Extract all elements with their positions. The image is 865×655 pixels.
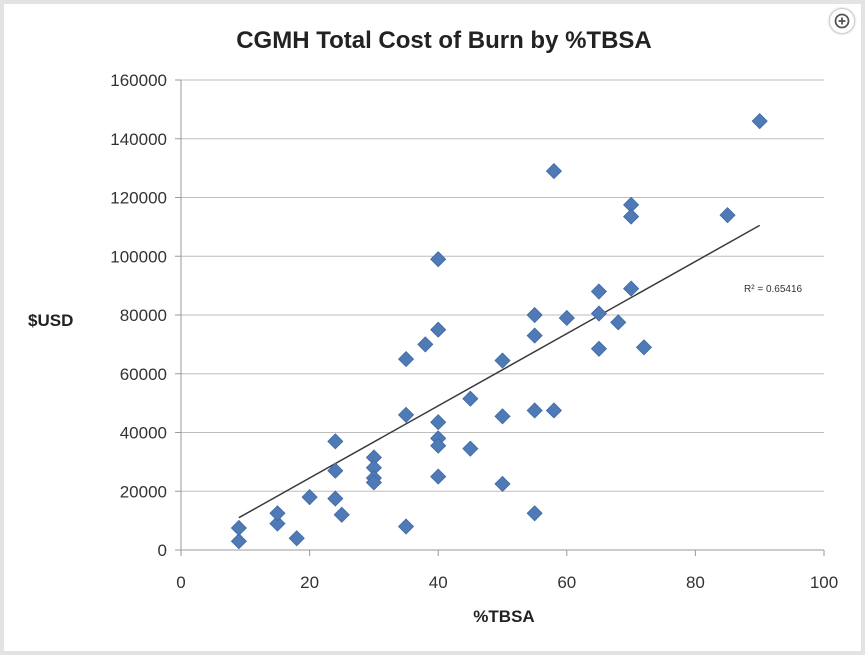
zoom-in-icon — [833, 12, 851, 30]
data-point — [494, 352, 511, 369]
data-point — [558, 309, 575, 327]
data-point — [333, 506, 350, 523]
data-point — [327, 462, 344, 479]
data-point — [623, 280, 640, 297]
data-point — [635, 339, 653, 356]
data-point — [397, 406, 415, 423]
data-point — [545, 162, 563, 180]
data-point — [526, 327, 543, 344]
y-tick-label: 120000 — [110, 189, 167, 208]
x-axis-label: %TBSA — [473, 607, 534, 626]
data-points — [230, 113, 768, 550]
data-point — [494, 408, 511, 425]
y-tick-label: 40000 — [120, 424, 167, 443]
trendline-group — [238, 224, 761, 519]
data-point — [430, 437, 447, 454]
y-tick-label: 160000 — [110, 71, 167, 90]
data-point — [230, 519, 247, 537]
chart-title: CGMH Total Cost of Burn by %TBSA — [236, 27, 652, 54]
data-point — [526, 402, 543, 419]
data-point — [301, 489, 318, 506]
data-point — [430, 414, 447, 431]
y-tick-label: 140000 — [110, 130, 167, 149]
y-tick-label: 80000 — [120, 306, 167, 325]
data-point — [269, 515, 286, 532]
data-point — [719, 207, 736, 224]
y-tick-label: 60000 — [120, 365, 167, 384]
x-tick-label: 0 — [176, 573, 185, 592]
data-point — [430, 321, 447, 338]
data-point — [526, 505, 543, 522]
x-tick-label: 20 — [300, 573, 319, 592]
data-point — [288, 530, 305, 547]
data-point — [590, 283, 608, 300]
r-squared-label: R² = 0.65416 — [744, 284, 803, 295]
x-tick-label: 60 — [557, 573, 576, 592]
data-point — [327, 433, 344, 450]
axes: 0 20000 40000 60000 80000 100000 120000 140000 1… — [110, 71, 838, 592]
y-tick-label: 20000 — [120, 482, 167, 501]
data-point — [494, 475, 511, 492]
data-point — [751, 113, 768, 130]
data-point — [327, 490, 344, 507]
data-point — [545, 402, 563, 419]
data-point — [365, 474, 382, 491]
data-point — [623, 208, 640, 225]
data-point — [269, 505, 286, 522]
data-point — [526, 306, 543, 324]
trendline — [238, 224, 761, 519]
grid-lines — [181, 79, 824, 551]
data-point — [430, 251, 447, 268]
x-tick-label: 100 — [810, 573, 838, 592]
data-point — [397, 518, 415, 535]
data-point — [397, 350, 415, 368]
data-point — [462, 390, 479, 407]
y-tick-label: 100000 — [110, 247, 167, 266]
data-point — [430, 468, 447, 485]
y-tick-label: 0 — [158, 541, 167, 560]
data-point — [417, 336, 434, 353]
data-point — [230, 533, 247, 550]
scatter-chart: 0 20000 40000 60000 80000 100000 120000 140000 1… — [28, 27, 838, 626]
x-tick-label: 40 — [429, 573, 448, 592]
data-point — [462, 440, 479, 457]
zoom-button[interactable] — [829, 8, 855, 34]
y-axis-label: $USD — [28, 311, 73, 330]
data-point — [610, 314, 627, 331]
x-tick-label: 80 — [686, 573, 705, 592]
data-point — [590, 340, 608, 357]
data-point — [590, 305, 608, 322]
